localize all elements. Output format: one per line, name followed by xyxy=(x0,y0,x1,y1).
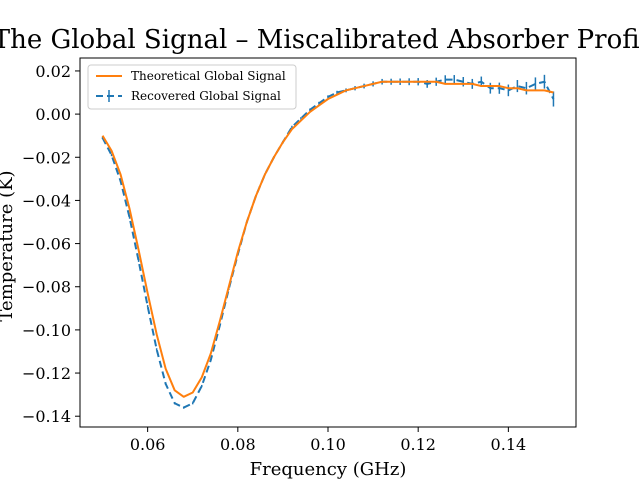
series-1 xyxy=(101,80,554,398)
series-layer xyxy=(101,74,555,409)
x-tick-label: 0.14 xyxy=(491,435,527,454)
y-axis-title: Temperature (K) xyxy=(0,170,17,321)
y-tick-label: −0.10 xyxy=(22,321,71,340)
y-tick-label: −0.02 xyxy=(22,148,71,167)
legend-label: Recovered Global Signal xyxy=(131,89,281,103)
x-axis-title: Frequency (GHz) xyxy=(250,459,407,480)
series-line xyxy=(101,78,555,409)
series-2 xyxy=(101,74,555,409)
x-tick-label: 0.06 xyxy=(130,435,166,454)
series-line xyxy=(101,80,554,398)
x-tick-label: 0.08 xyxy=(220,435,256,454)
legend: Theoretical Global Signal Recovered Globa… xyxy=(87,64,297,110)
legend-box xyxy=(87,64,297,110)
y-tick-label: −0.06 xyxy=(22,235,71,254)
chart-title: The Global Signal – Miscalibrated Absorb… xyxy=(0,25,640,55)
plot-frame xyxy=(79,57,577,428)
legend-swatch xyxy=(96,90,122,102)
y-tick-label: −0.08 xyxy=(22,278,71,297)
y-tick-label: −0.14 xyxy=(22,407,71,426)
y-axis: 0.02 0.00 −0.02 −0.04 −0.06 −0.08 −0.10 −0.12 −0… xyxy=(22,62,80,426)
x-tick-label: 0.12 xyxy=(400,435,436,454)
y-tick-label: 0.00 xyxy=(35,105,71,124)
x-axis: 0.06 0.08 0.10 0.12 0.14 xyxy=(130,427,526,454)
x-tick-label: 0.10 xyxy=(310,435,346,454)
y-tick-label: 0.02 xyxy=(35,62,71,81)
y-tick-label: −0.04 xyxy=(22,191,71,210)
y-tick-label: −0.12 xyxy=(22,364,71,383)
legend-label: Theoretical Global Signal xyxy=(131,69,286,83)
